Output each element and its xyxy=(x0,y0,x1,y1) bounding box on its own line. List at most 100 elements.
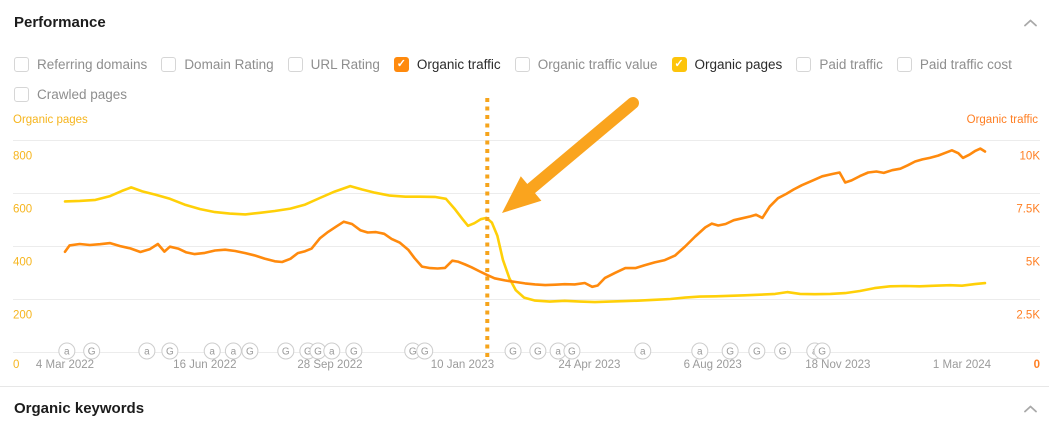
checkbox-icon[interactable]: ✓ xyxy=(393,56,409,72)
x-axis-date-label: 6 Aug 2023 xyxy=(684,359,742,371)
google-update-marker-letter: G xyxy=(350,347,358,358)
ahrefs-update-marker-letter: a xyxy=(231,347,237,358)
ahrefs-update-marker[interactable] xyxy=(323,342,341,360)
google-update-marker[interactable] xyxy=(563,342,581,360)
filter-row-2: ✓ Crawled pages xyxy=(14,84,1039,104)
right-axis-tick: 7.5K xyxy=(1016,204,1040,216)
left-axis-tick: 800 xyxy=(13,151,32,163)
filter-label: Paid traffic cost xyxy=(919,56,1012,72)
checkbox-icon[interactable]: ✓ xyxy=(14,86,29,102)
google-update-marker-letter: G xyxy=(88,347,96,358)
check-icon: ✓ xyxy=(396,57,406,70)
ahrefs-update-marker[interactable] xyxy=(691,342,709,360)
ahrefs-update-marker-letter: a xyxy=(697,347,703,358)
google-update-marker[interactable] xyxy=(161,342,179,360)
google-update-marker-letter: G xyxy=(166,347,174,358)
annotation-arrow-head xyxy=(502,176,542,213)
checkbox-icon[interactable]: ✓ xyxy=(514,56,530,72)
filter-row-1: ✓ Referring domains ✓ Domain Rating ✓ URL R… xyxy=(14,54,1039,74)
google-update-marker-letter: G xyxy=(246,347,254,358)
google-update-marker[interactable] xyxy=(721,342,739,360)
google-update-marker[interactable] xyxy=(529,342,547,360)
x-axis-date-label: 28 Sep 2022 xyxy=(297,359,362,371)
section-title-organic-keywords: Organic keywords xyxy=(14,400,145,417)
google-update-marker[interactable] xyxy=(241,342,259,360)
filter-domain-rating[interactable]: ✓ Domain Rating xyxy=(161,56,274,72)
google-update-marker-letter: G xyxy=(534,347,542,358)
check-icon: ✓ xyxy=(674,57,684,70)
google-update-marker-letter: G xyxy=(818,347,826,358)
x-axis-date-label: 10 Jan 2023 xyxy=(431,359,494,371)
google-update-marker-letter: G xyxy=(304,347,312,358)
filter-label: Organic traffic xyxy=(416,56,501,72)
checkbox-icon[interactable]: ✓ xyxy=(796,56,812,72)
collapse-performance-icon[interactable] xyxy=(1022,17,1039,29)
checkbox-icon[interactable]: ✓ xyxy=(671,56,687,72)
ahrefs-update-marker-letter: a xyxy=(329,347,335,358)
left-axis-title: Organic pages xyxy=(13,114,88,126)
metric-filters: ✓ Referring domains ✓ Domain Rating ✓ URL R… xyxy=(14,54,1039,114)
left-axis-tick: 0 xyxy=(13,359,19,371)
filter-label: Domain Rating xyxy=(184,56,274,72)
checkbox-icon[interactable]: ✓ xyxy=(287,56,303,72)
ahrefs-update-marker[interactable] xyxy=(203,342,221,360)
filter-referring-domains[interactable]: ✓ Referring domains xyxy=(14,56,147,72)
left-axis-tick: 400 xyxy=(13,257,32,269)
google-update-marker[interactable] xyxy=(774,342,792,360)
filter-label: Organic traffic value xyxy=(537,56,658,72)
collapse-organic-keywords-icon[interactable] xyxy=(1022,403,1039,415)
filter-organic-pages[interactable]: ✓ Organic pages xyxy=(671,56,782,72)
google-update-marker-letter: G xyxy=(509,347,517,358)
google-update-marker-letter: G xyxy=(282,347,290,358)
ahrefs-update-marker[interactable] xyxy=(138,342,156,360)
annotation-arrow-shaft xyxy=(525,97,639,195)
x-axis-date-label: 4 Mar 2022 xyxy=(36,359,94,371)
google-update-marker[interactable] xyxy=(83,342,101,360)
filter-organic-traffic-value[interactable]: ✓ Organic traffic value xyxy=(514,56,658,72)
google-update-marker-letter: G xyxy=(726,347,734,358)
filter-organic-traffic[interactable]: ✓ Organic traffic xyxy=(393,56,501,72)
left-axis-tick: 600 xyxy=(13,204,32,216)
right-axis-tick: 2.5K xyxy=(1016,310,1040,322)
x-axis-date-label: 16 Jun 2022 xyxy=(173,359,236,371)
filter-label: Paid traffic xyxy=(819,56,883,72)
google-update-marker[interactable] xyxy=(748,342,766,360)
right-axis-title: Organic traffic xyxy=(966,114,1038,126)
google-update-marker-letter: G xyxy=(409,347,417,358)
ahrefs-update-marker[interactable] xyxy=(224,342,242,360)
filter-paid-traffic-cost[interactable]: ✓ Paid traffic cost xyxy=(896,56,1012,72)
series-line-organic-traffic[interactable] xyxy=(63,147,987,289)
google-update-marker[interactable] xyxy=(345,342,363,360)
checkbox-icon[interactable]: ✓ xyxy=(161,56,177,72)
filter-label: URL Rating xyxy=(310,56,380,72)
right-axis-tick: 0 xyxy=(1034,359,1040,371)
filter-url-rating[interactable]: ✓ URL Rating xyxy=(287,56,380,72)
checkbox-icon[interactable]: ✓ xyxy=(896,56,912,72)
ahrefs-update-marker-letter: a xyxy=(555,347,561,358)
checkbox-icon[interactable]: ✓ xyxy=(14,56,29,72)
filter-label: Crawled pages xyxy=(37,86,128,102)
right-axis-tick: 10K xyxy=(1020,151,1041,163)
filter-crawled-pages[interactable]: ✓ Crawled pages xyxy=(14,86,128,102)
ahrefs-update-marker-letter: a xyxy=(209,347,215,358)
google-update-marker-letter: G xyxy=(779,347,787,358)
x-axis-date-label: 1 Mar 2024 xyxy=(933,359,992,371)
x-axis-date-label: 18 Nov 2023 xyxy=(805,359,870,371)
google-update-marker[interactable] xyxy=(416,342,434,360)
google-update-marker[interactable] xyxy=(277,342,295,360)
ahrefs-update-marker[interactable] xyxy=(58,342,76,360)
left-axis-tick: 200 xyxy=(13,310,32,322)
performance-header: Performance xyxy=(14,14,1039,31)
ahrefs-update-marker[interactable] xyxy=(634,342,652,360)
google-update-marker-letter: G xyxy=(753,347,761,358)
series-line-organic-pages[interactable] xyxy=(63,184,987,304)
google-update-marker[interactable] xyxy=(504,342,522,360)
ahrefs-update-marker-letter: a xyxy=(64,347,70,358)
ahrefs-update-marker-letter: a xyxy=(640,347,646,358)
google-update-marker[interactable] xyxy=(813,342,831,360)
section-divider xyxy=(0,386,1049,387)
filter-paid-traffic[interactable]: ✓ Paid traffic xyxy=(796,56,883,72)
organic-keywords-header: Organic keywords xyxy=(14,400,1039,417)
